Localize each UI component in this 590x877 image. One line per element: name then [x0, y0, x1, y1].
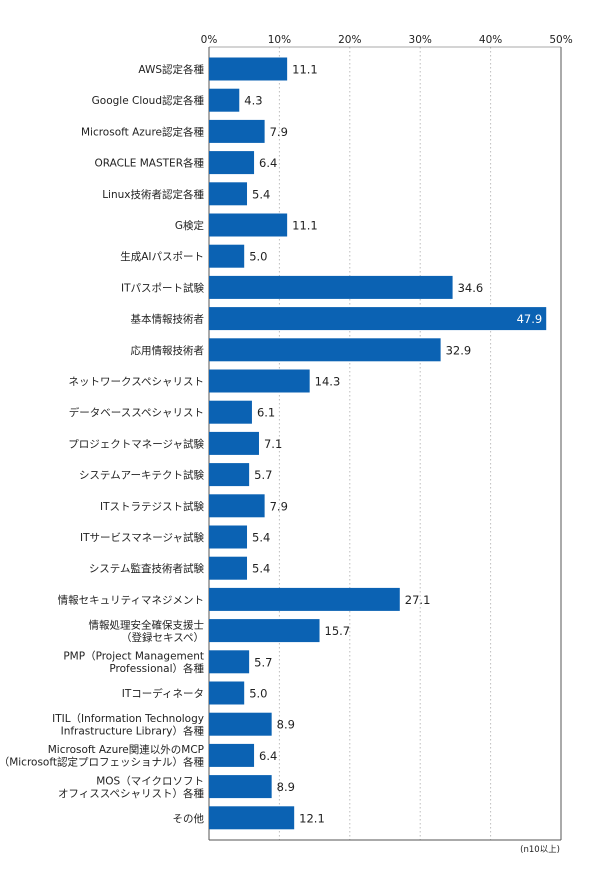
data-label: 8.9 — [277, 718, 295, 732]
x-tick-label: 10% — [268, 34, 291, 46]
data-label: 5.0 — [249, 687, 267, 701]
bar — [209, 213, 288, 237]
bar — [209, 619, 320, 643]
category-label: プロジェクトマネージャ試験 — [68, 437, 204, 450]
data-label: 15.7 — [325, 624, 351, 638]
data-label: 11.1 — [292, 63, 318, 77]
data-label: 6.4 — [259, 749, 277, 763]
bar — [209, 463, 250, 487]
data-label: 6.4 — [259, 156, 277, 170]
data-label: 7.9 — [270, 125, 288, 139]
bar — [209, 806, 295, 830]
bar — [209, 182, 248, 206]
x-tick-label: 30% — [409, 34, 432, 46]
bar — [209, 57, 288, 81]
x-tick-label: 50% — [549, 34, 572, 46]
category-label: Microsoft Azure認定各種 — [81, 125, 205, 138]
bar — [209, 525, 248, 549]
bar — [209, 338, 441, 362]
data-label: 47.9 — [517, 312, 543, 326]
bar — [209, 119, 265, 143]
bar — [209, 587, 400, 611]
bar — [209, 244, 245, 268]
bar — [209, 681, 245, 705]
bar — [209, 494, 265, 518]
category-label: 情報処理安全確保支援士 — [89, 618, 205, 631]
bar — [209, 151, 255, 175]
category-label: 基本情報技術者 — [131, 313, 205, 326]
category-label: 応用情報技術者 — [131, 344, 205, 357]
data-label: 32.9 — [446, 343, 472, 357]
bar — [209, 712, 272, 736]
category-label: Infrastructure Library）各種 — [61, 724, 205, 737]
data-label: 7.9 — [270, 499, 288, 513]
bar — [209, 307, 547, 331]
category-label: 生成AIパスポート — [120, 250, 204, 263]
category-label: 情報セキュリティマネジメント — [58, 593, 204, 606]
data-label: 12.1 — [299, 811, 325, 825]
data-label: 27.1 — [405, 593, 431, 607]
data-label: 11.1 — [292, 219, 318, 233]
data-label: 34.6 — [458, 281, 484, 295]
category-label: G検定 — [175, 219, 205, 232]
data-label: 6.1 — [257, 406, 275, 420]
category-label: ネットワークスペシャリスト — [69, 376, 204, 388]
category-label: システム監査技術者試験 — [89, 562, 205, 575]
bar — [209, 556, 248, 580]
data-label: 7.1 — [264, 437, 282, 451]
category-label: ITサービスマネージャ試験 — [80, 531, 204, 544]
category-label: Linux技術者認定各種 — [102, 188, 204, 201]
data-label: 5.4 — [252, 531, 270, 545]
bar — [209, 743, 255, 767]
bar — [209, 369, 310, 393]
data-label: 5.7 — [254, 655, 272, 669]
data-label: 5.0 — [249, 250, 267, 264]
category-label: ITストラテジスト試験 — [100, 500, 205, 513]
bar — [209, 275, 453, 299]
data-label: 5.4 — [252, 187, 270, 201]
category-label: Professional）各種 — [109, 662, 204, 675]
sample-size-note: (n10以上) — [520, 845, 560, 855]
bar — [209, 88, 240, 112]
bar — [209, 775, 272, 799]
category-label: データベーススペシャリスト — [69, 406, 204, 419]
category-label: （Microsoft認定プロフェッショナル）各種 — [0, 756, 204, 769]
data-label: 14.3 — [315, 375, 341, 389]
data-label: 5.7 — [254, 468, 272, 482]
category-label: その他 — [173, 812, 205, 825]
x-tick-label: 0% — [201, 34, 218, 46]
category-label: Google Cloud認定各種 — [92, 94, 205, 107]
category-label: AWS認定各種 — [138, 63, 204, 76]
category-label: ITコーディネータ — [122, 687, 204, 700]
category-label: MOS（マイクロソフト — [96, 775, 204, 787]
category-label: システムアーキテクト試験 — [79, 469, 205, 482]
category-label: オフィススペシャリスト）各種 — [58, 787, 205, 800]
x-tick-label: 40% — [479, 34, 502, 46]
category-label: （登録セキスペ） — [121, 631, 204, 644]
category-label: PMP（Project Management — [63, 651, 204, 663]
category-label: ITIL（Information Technology — [52, 713, 204, 725]
x-tick-label: 20% — [338, 34, 361, 46]
data-label: 8.9 — [277, 780, 295, 794]
category-label: ITパスポート試験 — [121, 281, 205, 294]
bar — [209, 400, 252, 424]
bar — [209, 431, 259, 455]
category-label: Microsoft Azure関連以外のMCP — [48, 743, 204, 756]
data-label: 4.3 — [244, 94, 262, 108]
bar — [209, 650, 250, 674]
data-label: 5.4 — [252, 562, 270, 576]
category-label: ORACLE MASTER各種 — [94, 157, 204, 170]
